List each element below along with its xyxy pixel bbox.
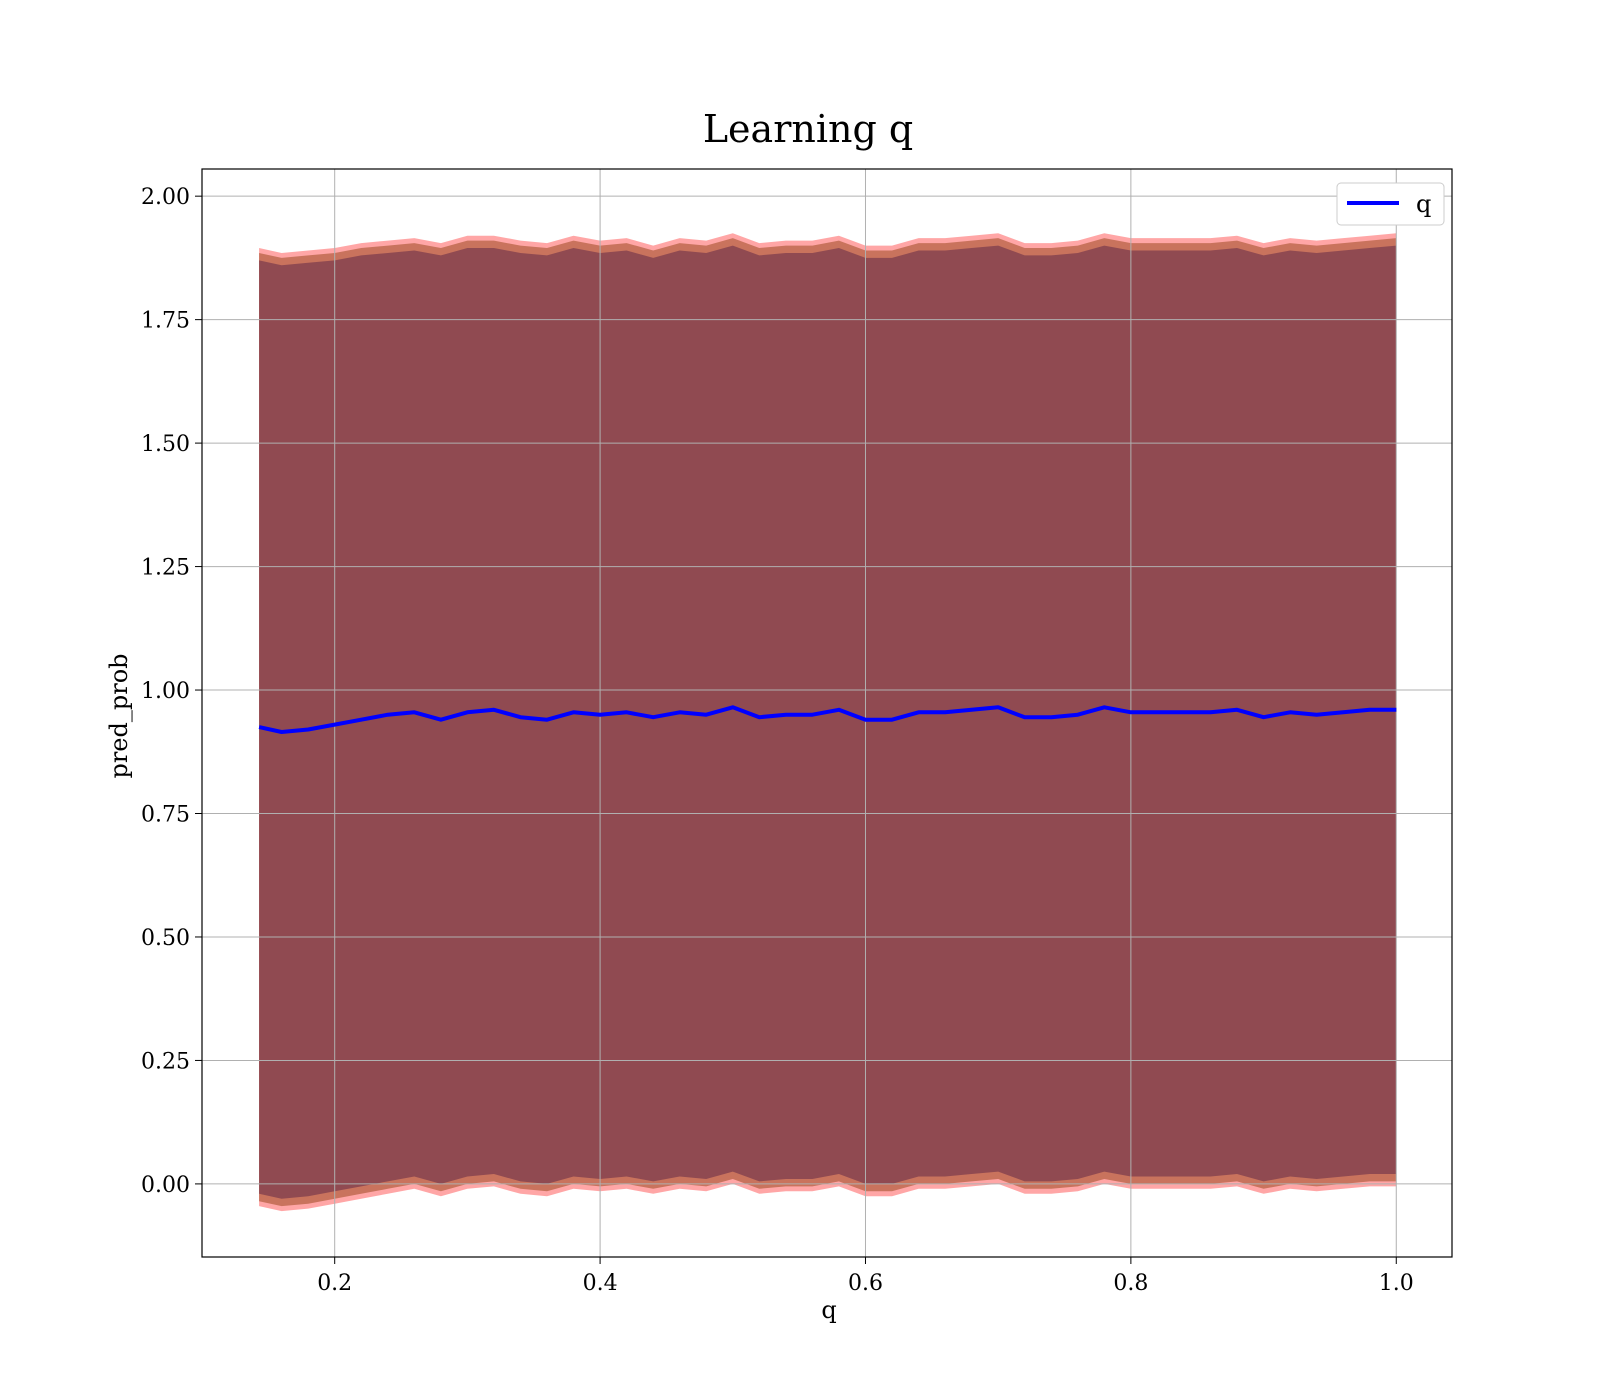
x-tick-label: 0.8 [1113, 1271, 1148, 1296]
legend: q [1336, 182, 1445, 226]
x-axis-label: q [821, 1296, 836, 1324]
y-tick-label: 1.00 [141, 679, 190, 704]
plot-area: 0.2 0.4 0.6 0.8 1.0 0.00 0.25 0.50 0.75 1.00 1.25 1… [141, 168, 1453, 1296]
y-tick-label: 0.00 [141, 1173, 190, 1198]
y-tick-label: 1.25 [141, 556, 190, 581]
x-tick-label: 0.6 [848, 1271, 883, 1296]
x-tick-label: 1.0 [1379, 1271, 1414, 1296]
x-tick-label: 0.2 [317, 1271, 352, 1296]
x-tick-label: 0.4 [583, 1271, 618, 1296]
chart-title: Learning q [703, 107, 913, 151]
y-tick-label: 0.25 [141, 1049, 190, 1074]
legend-label-q: q [1416, 190, 1431, 218]
y-tick-label: 0.75 [141, 803, 190, 828]
y-tick-label: 0.50 [141, 926, 190, 951]
y-axis-label: pred_prob [105, 653, 133, 778]
confidence-band-inner [259, 245, 1397, 1199]
series-line-q [258, 705, 1397, 734]
y-tick-label: 2.00 [141, 185, 190, 210]
y-tick-label: 1.75 [141, 309, 190, 334]
plot-frame [201, 168, 1453, 1258]
y-tick-label: 1.50 [141, 432, 190, 457]
